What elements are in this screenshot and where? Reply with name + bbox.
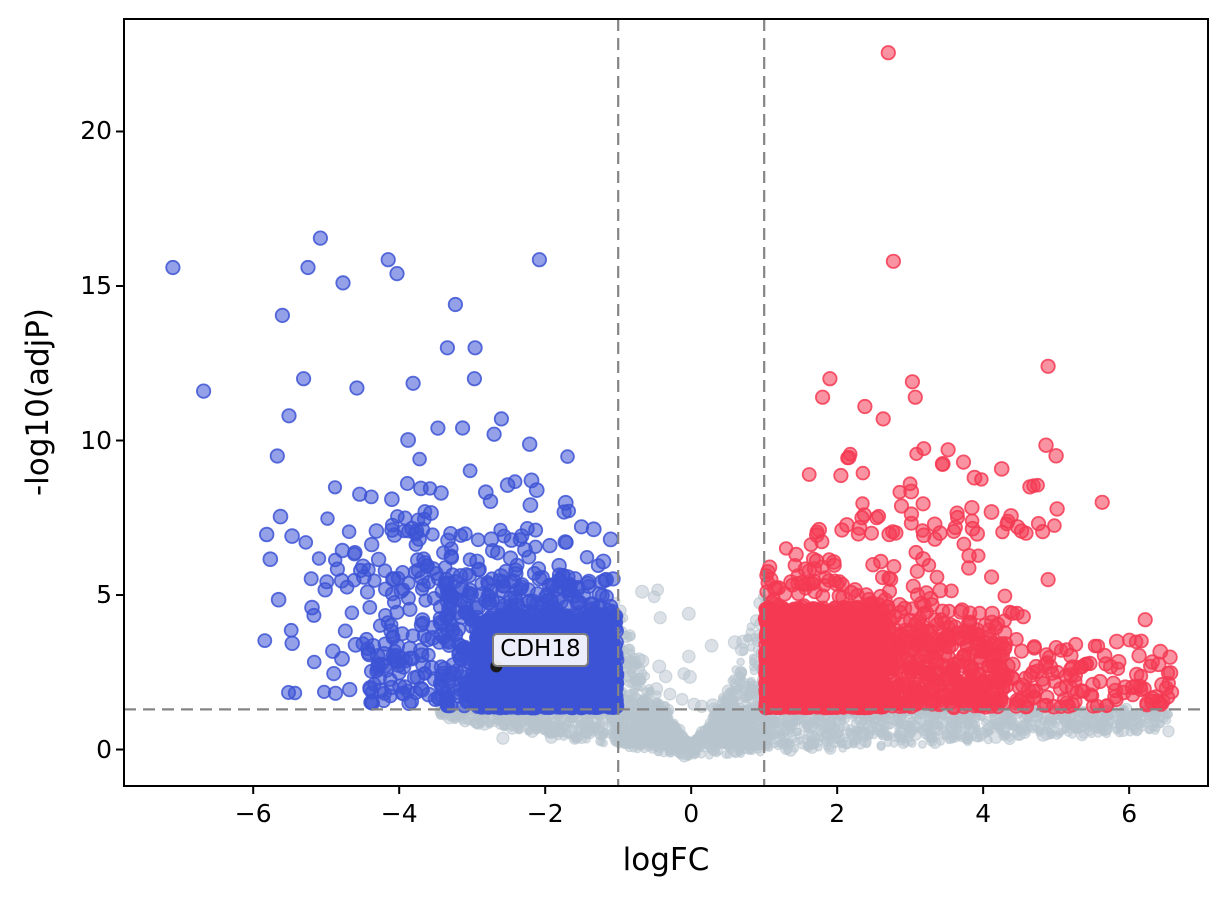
x-axis-label: logFC bbox=[622, 842, 710, 878]
y-tick-label: 10 bbox=[80, 425, 112, 455]
x-tick-label: 4 bbox=[975, 799, 992, 828]
y-tick-label: 15 bbox=[80, 270, 112, 300]
points-layer bbox=[165, 45, 1180, 763]
tick-marks bbox=[116, 130, 1131, 794]
x-tick-label: 6 bbox=[1121, 799, 1138, 828]
threshold-lines bbox=[124, 19, 1208, 786]
y-tick-label: 20 bbox=[80, 116, 112, 146]
x-tick-label: 2 bbox=[829, 799, 846, 828]
axes-spines bbox=[123, 18, 1209, 787]
gene-label-annotation: CDH18 bbox=[492, 633, 589, 668]
x-tick-label: −2 bbox=[526, 799, 564, 828]
x-tick-label: −4 bbox=[380, 799, 418, 828]
up-regulated-points-group bbox=[757, 45, 1180, 716]
x-tick-label: 0 bbox=[683, 799, 700, 828]
y-tick-label: 5 bbox=[96, 580, 112, 610]
x-tick-label: −6 bbox=[234, 799, 272, 828]
y-axis-label: -log10(adjP) bbox=[20, 307, 56, 497]
y-tick-label: 0 bbox=[96, 734, 112, 764]
